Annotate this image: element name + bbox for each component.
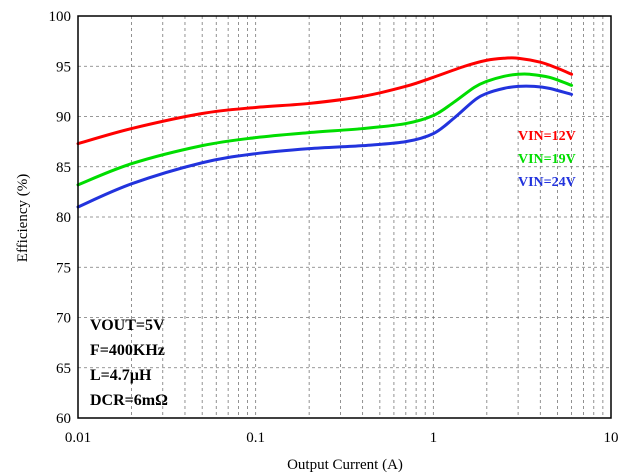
annotation-dcr: DCR=6mΩ bbox=[90, 392, 168, 409]
annotation-frequency: F=400KHz bbox=[90, 342, 165, 359]
y-tick-label: 70 bbox=[56, 311, 71, 327]
x-axis-label: Output Current (A) bbox=[287, 457, 403, 473]
series-line-vin-19v bbox=[76, 72, 574, 187]
series-line-vin-24v bbox=[76, 84, 574, 209]
y-tick-label: 80 bbox=[56, 210, 71, 226]
x-tick-label: 0.01 bbox=[65, 430, 91, 446]
y-tick-label: 60 bbox=[56, 411, 71, 427]
legend-entry-vin-19v: VIN=19V bbox=[518, 152, 576, 167]
series-line-vin-12v bbox=[76, 56, 574, 146]
conditions-annotation: VOUT=5V F=400KHz L=4.7µH DCR=6mΩ bbox=[90, 317, 168, 409]
y-tick-label: 100 bbox=[49, 9, 72, 25]
series-lines bbox=[76, 56, 574, 209]
y-tick-label: 65 bbox=[56, 361, 71, 377]
y-tick-label: 90 bbox=[56, 110, 71, 126]
legend: VIN=12V VIN=19V VIN=24V bbox=[518, 129, 576, 190]
annotation-inductance: L=4.7µH bbox=[90, 367, 152, 384]
x-tick-label: 0.1 bbox=[246, 430, 265, 446]
y-tick-label: 95 bbox=[56, 59, 71, 75]
x-tick-label: 1 bbox=[430, 430, 438, 446]
y-axis-label: Efficiency (%) bbox=[15, 174, 31, 262]
tick-labels: 0.01 0.1 1 10 60 65 70 75 80 85 90 95 100 bbox=[49, 9, 619, 446]
plot-frame bbox=[77, 15, 612, 419]
legend-entry-vin-24v: VIN=24V bbox=[518, 175, 576, 190]
x-tick-label: 10 bbox=[604, 430, 619, 446]
y-tick-label: 85 bbox=[56, 160, 71, 176]
annotation-vout: VOUT=5V bbox=[90, 317, 165, 334]
legend-entry-vin-12v: VIN=12V bbox=[518, 129, 576, 144]
y-tick-label: 75 bbox=[56, 260, 71, 276]
